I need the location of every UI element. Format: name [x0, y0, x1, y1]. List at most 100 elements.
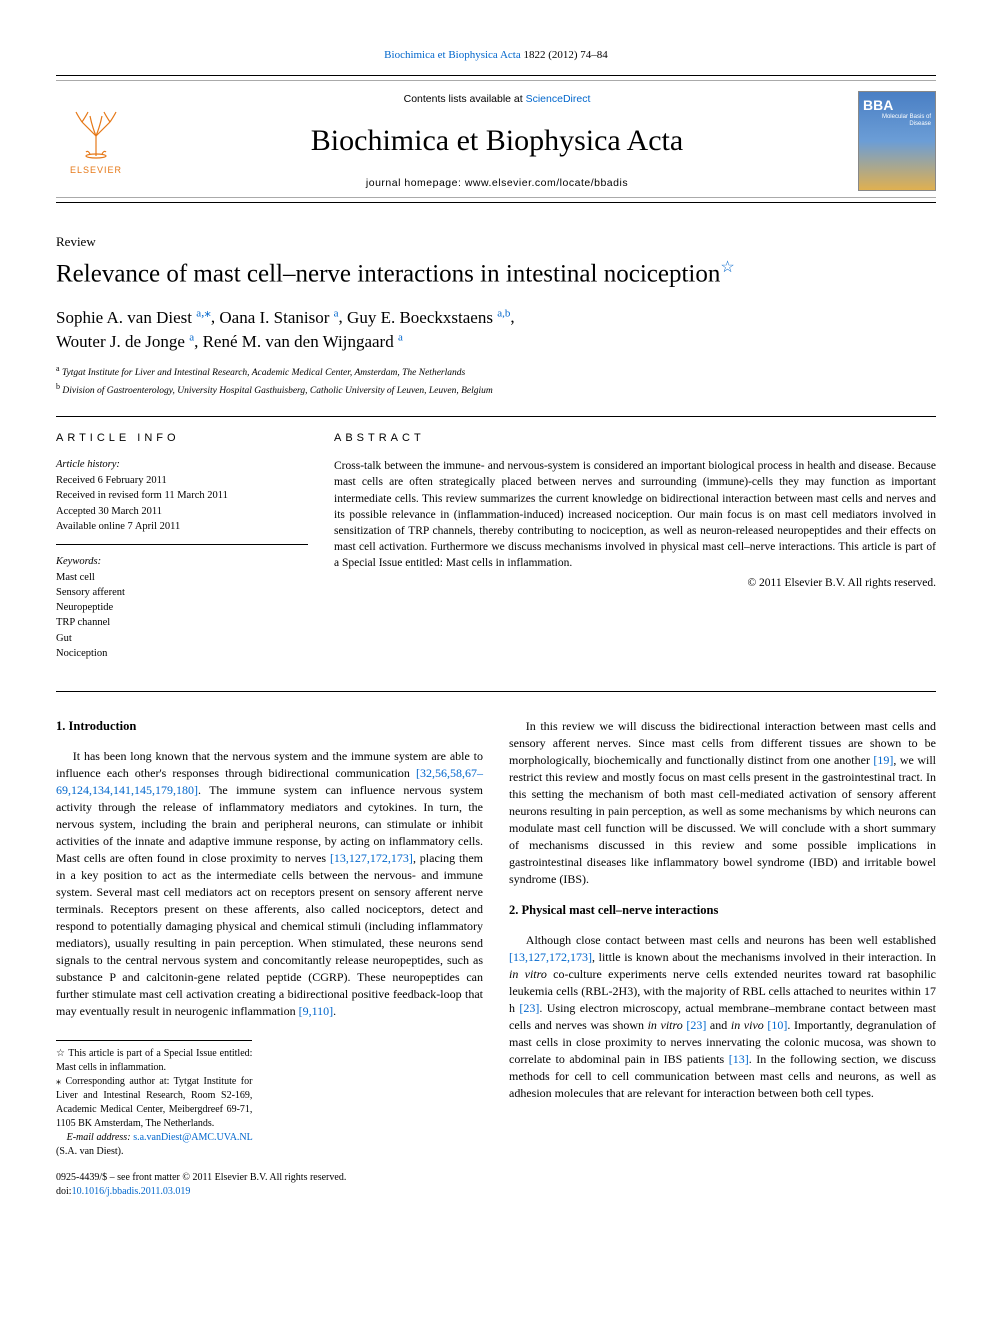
keywords-label: Keywords: — [56, 555, 308, 570]
author-list: Sophie A. van Diest a,⁎, Oana I. Staniso… — [56, 303, 936, 355]
s1p1-ref2[interactable]: [13,127,172,173] — [330, 851, 413, 865]
author-3-name: Guy E. Boeckxstaens — [347, 308, 493, 327]
author-1-name: Sophie A. van Diest — [56, 308, 192, 327]
author-2-aff[interactable]: a — [334, 307, 339, 319]
author-5-name: René M. van den Wijngaard — [203, 332, 394, 351]
article-title-text: Relevance of mast cell–nerve interaction… — [56, 260, 720, 287]
keyword-1: Mast cell — [56, 570, 308, 585]
keyword-5: Gut — [56, 631, 308, 646]
author-3-aff[interactable]: a,b — [497, 307, 510, 319]
affiliation-b: b Division of Gastroenterology, Universi… — [56, 381, 936, 398]
footnote-email: E-mail address: s.a.vanDiest@AMC.UVA.NL … — [56, 1131, 252, 1159]
history-accepted: Accepted 30 March 2011 — [56, 504, 308, 519]
section-1-heading: 1. Introduction — [56, 718, 483, 736]
corresponding-author-symbol[interactable]: ,⁎ — [201, 304, 211, 319]
section-1-p1: It has been long known that the nervous … — [56, 748, 483, 1021]
fn-corr-symbol: ⁎ — [56, 1076, 61, 1087]
body-columns: 1. Introduction It has been long known t… — [56, 718, 936, 1199]
aff-b-label: b — [56, 382, 60, 391]
doi-link[interactable]: 10.1016/j.bbadis.2011.03.019 — [72, 1186, 191, 1197]
publisher-logo: ELSEVIER — [56, 96, 136, 186]
abstract-text: Cross-talk between the immune- and nervo… — [334, 458, 936, 571]
footnotes: ☆ This article is part of a Special Issu… — [56, 1040, 252, 1159]
author-1: Sophie A. van Diest a,⁎ — [56, 308, 211, 327]
s2p1-ref1[interactable]: [13,127,172,173] — [509, 950, 592, 964]
homepage-url[interactable]: www.elsevier.com/locate/bbadis — [465, 177, 628, 189]
author-4: Wouter J. de Jonge a — [56, 332, 194, 351]
history-online: Available online 7 April 2011 — [56, 519, 308, 534]
top-citation-vol: 1822 (2012) 74–84 — [523, 49, 607, 61]
cover-subtitle: Molecular Basis of Disease — [859, 114, 931, 127]
affiliations: a Tytgat Institute for Liver and Intesti… — [56, 363, 936, 398]
history-revised: Received in revised form 11 March 2011 — [56, 488, 308, 503]
s2p1-ref2[interactable]: [23] — [519, 1001, 539, 1015]
section-2-p1: Although close contact between mast cell… — [509, 932, 936, 1102]
author-2: Oana I. Stanisor a — [219, 308, 338, 327]
page-container: Biochimica et Biophysica Acta 1822 (2012… — [0, 0, 992, 1239]
publisher-name: ELSEVIER — [70, 164, 122, 177]
footer-meta: 0925-4439/$ – see front matter © 2011 El… — [56, 1171, 483, 1199]
aff-a-text: Tytgat Institute for Liver and Intestina… — [62, 368, 465, 378]
aff-b-text: Division of Gastroenterology, University… — [62, 386, 492, 396]
footnote-corresponding: ⁎ Corresponding author at: Tytgat Instit… — [56, 1075, 252, 1131]
top-citation-journal[interactable]: Biochimica et Biophysica Acta — [384, 49, 521, 61]
masthead-center: Contents lists available at ScienceDirec… — [136, 92, 858, 191]
section-2-heading: 2. Physical mast cell–nerve interactions — [509, 902, 936, 920]
fn-star-text: This article is part of a Special Issue … — [56, 1048, 252, 1073]
s2p1-ital1: in vitro — [509, 967, 547, 981]
fn-star-symbol: ☆ — [56, 1048, 65, 1059]
keyword-2: Sensory afferent — [56, 585, 308, 600]
s1p1-c: , placing them in a key position to act … — [56, 851, 483, 1018]
s2p1-ital2: in vitro — [648, 1018, 683, 1032]
homepage-line: journal homepage: www.elsevier.com/locat… — [146, 176, 848, 191]
keyword-3: Neuropeptide — [56, 600, 308, 615]
article-info-heading: article info — [56, 431, 308, 446]
sciencedirect-link[interactable]: ScienceDirect — [526, 93, 591, 105]
affiliation-a: a Tytgat Institute for Liver and Intesti… — [56, 363, 936, 380]
s2p1-ital3: in vivo — [731, 1018, 764, 1032]
elsevier-tree-icon — [68, 106, 124, 162]
author-5-aff[interactable]: a — [398, 332, 403, 344]
author-5: René M. van den Wijngaard a — [203, 332, 403, 351]
journal-cover-thumbnail: BBA Molecular Basis of Disease — [858, 91, 936, 191]
author-2-name: Oana I. Stanisor — [219, 308, 329, 327]
article-type: Review — [56, 233, 936, 251]
article-history: Article history: Received 6 February 201… — [56, 458, 308, 545]
contents-line: Contents lists available at ScienceDirec… — [146, 92, 848, 107]
masthead-inner: ELSEVIER Contents lists available at Sci… — [56, 80, 936, 198]
s2p1-ref4[interactable]: [10] — [767, 1018, 787, 1032]
abstract-heading: abstract — [334, 431, 936, 446]
keyword-6: Nociception — [56, 646, 308, 661]
fn-corr-text: Corresponding author at: Tytgat Institut… — [56, 1076, 252, 1129]
issn-line: 0925-4439/$ – see front matter © 2011 El… — [56, 1171, 483, 1185]
abstract: abstract Cross-talk between the immune- … — [334, 417, 936, 681]
history-label: Article history: — [56, 458, 308, 473]
masthead: ELSEVIER Contents lists available at Sci… — [56, 75, 936, 203]
article-info: article info Article history: Received 6… — [56, 417, 308, 681]
abstract-copyright: © 2011 Elsevier B.V. All rights reserved… — [334, 575, 936, 591]
s1p2-a: In this review we will discuss the bidir… — [509, 719, 936, 767]
doi-prefix: doi: — [56, 1186, 72, 1197]
author-4-aff[interactable]: a — [189, 332, 194, 344]
contents-prefix: Contents lists available at — [404, 93, 526, 105]
title-footnote-symbol[interactable]: ☆ — [720, 259, 734, 276]
s1p1-d: . — [333, 1004, 336, 1018]
author-4-name: Wouter J. de Jonge — [56, 332, 185, 351]
section-1-p2: In this review we will discuss the bidir… — [509, 718, 936, 888]
homepage-prefix: journal homepage: — [366, 177, 465, 189]
fn-email-link[interactable]: s.a.vanDiest@AMC.UVA.NL — [133, 1132, 252, 1143]
s2p1-ref3[interactable]: [23] — [686, 1018, 706, 1032]
s1p1-ref3[interactable]: [9,110] — [299, 1004, 334, 1018]
aff-a-label: a — [56, 364, 60, 373]
s1p2-ref1[interactable]: [19] — [873, 753, 893, 767]
info-abstract-row: article info Article history: Received 6… — [56, 416, 936, 681]
keywords-block: Keywords: Mast cell Sensory afferent Neu… — [56, 555, 308, 671]
history-received: Received 6 February 2011 — [56, 473, 308, 488]
article-title: Relevance of mast cell–nerve interaction… — [56, 258, 936, 290]
journal-name: Biochimica et Biophysica Acta — [146, 120, 848, 162]
fn-email-paren: (S.A. van Diest). — [56, 1146, 124, 1157]
s2p1-ref5[interactable]: [13] — [729, 1052, 749, 1066]
s2p1-a: Although close contact between mast cell… — [526, 933, 936, 947]
cover-title: BBA — [863, 96, 893, 116]
s1p2-b: , we will restrict this review and mostl… — [509, 753, 936, 886]
